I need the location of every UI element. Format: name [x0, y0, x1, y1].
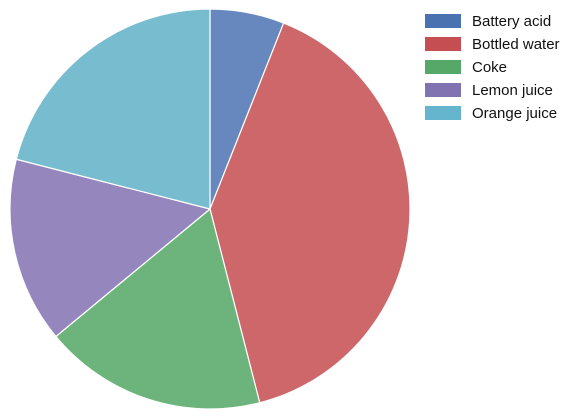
legend-label: Coke: [472, 59, 507, 76]
legend-label: Bottled water: [472, 36, 560, 53]
legend-item-battery-acid: Battery acid: [425, 13, 551, 30]
legend-swatch: [425, 106, 461, 120]
legend-item-lemon-juice: Lemon juice: [425, 82, 553, 99]
legend-label: Battery acid: [472, 13, 551, 30]
legend-swatch: [425, 60, 461, 74]
legend-label: Orange juice: [472, 105, 557, 122]
legend-swatch: [425, 37, 461, 51]
legend-item-orange-juice: Orange juice: [425, 105, 557, 122]
legend-swatch: [425, 14, 461, 28]
legend-item-coke: Coke: [425, 59, 507, 76]
legend-swatch: [425, 83, 461, 97]
legend: Battery acid Bottled water Coke Lemon juice…: [425, 13, 560, 122]
pie-slice-lemon-juice: [9, 158, 211, 338]
pie-slice-coke: [55, 208, 261, 410]
legend-item-bottled-water: Bottled water: [425, 36, 560, 53]
pie-slice-orange-juice: [15, 8, 211, 210]
pie-slices: [9, 8, 411, 410]
pie-slice-bottled-water: [209, 22, 411, 404]
legend-label: Lemon juice: [472, 82, 553, 99]
